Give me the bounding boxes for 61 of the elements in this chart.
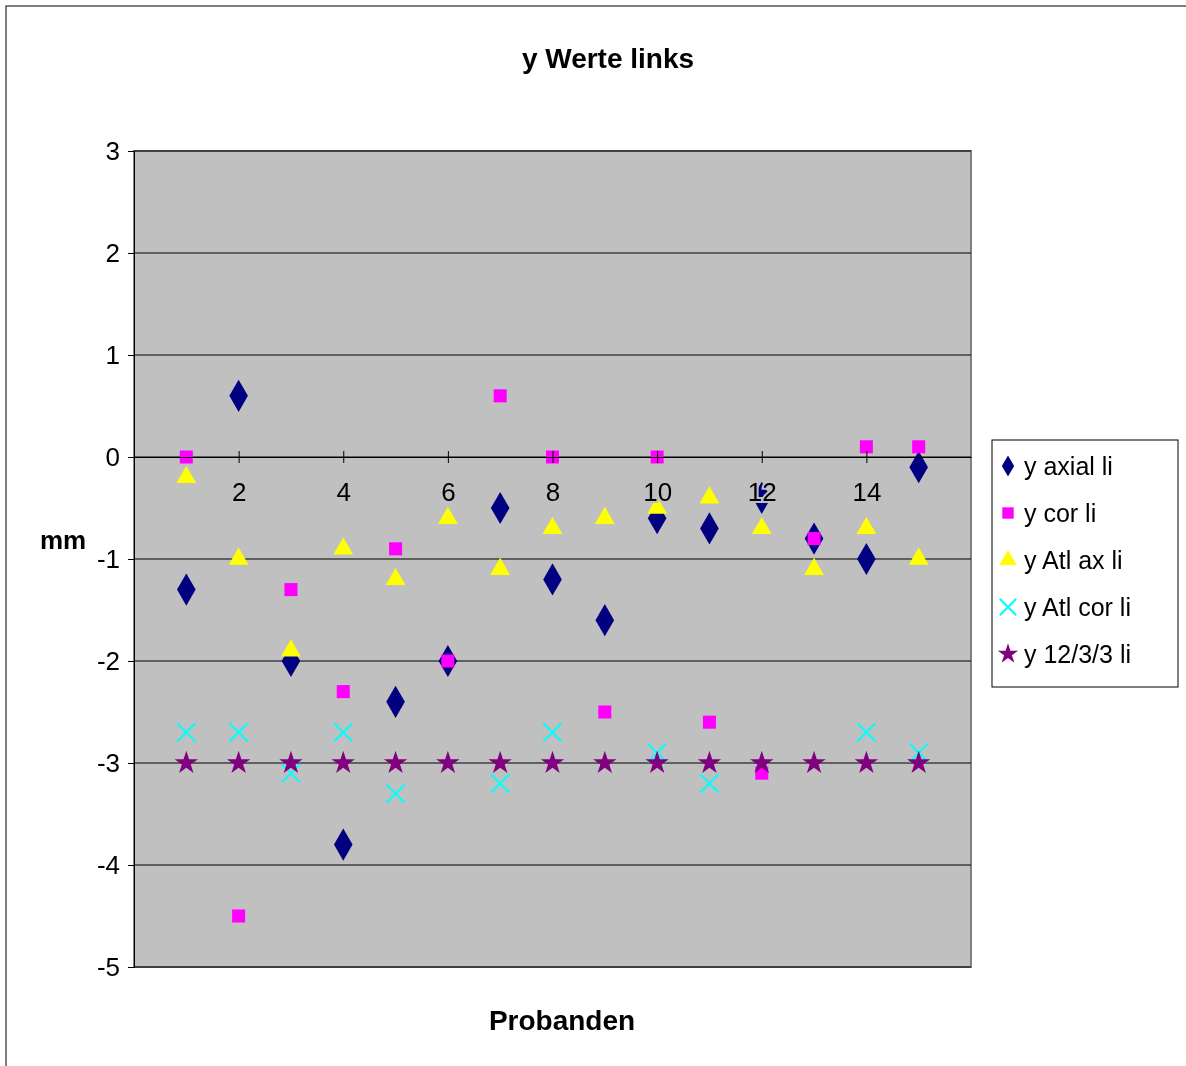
point: [488, 750, 512, 773]
y-tick-label: -3: [96, 747, 120, 778]
legend-label: y Atl cor li: [1024, 593, 1131, 621]
point: [645, 750, 669, 773]
point: [912, 440, 926, 454]
point: [493, 389, 507, 403]
point: [593, 750, 617, 773]
point: [490, 773, 511, 794]
point: [228, 722, 249, 743]
point: [179, 450, 193, 464]
legend-label: y 12/3/3 li: [1024, 640, 1132, 668]
point: [542, 722, 563, 743]
y-axis-title: mm: [40, 525, 87, 555]
x-tick-label: 14: [852, 477, 882, 508]
point: [226, 750, 251, 773]
point: [699, 773, 720, 794]
legend-label: y cor li: [1024, 499, 1097, 527]
point: [333, 722, 354, 743]
x-tick-label: 2: [231, 477, 247, 508]
point: [702, 715, 716, 729]
point: [385, 783, 406, 804]
x-tick-label: 4: [336, 477, 351, 508]
x-tick-label: 10: [643, 477, 673, 508]
x-axis-title: Probanden: [488, 1005, 636, 1036]
point: [232, 909, 246, 923]
y-tick-label: -5: [96, 951, 120, 982]
x-tick-label: 6: [441, 477, 456, 508]
point: [389, 542, 403, 556]
y-tick-label: 2: [105, 237, 120, 268]
legend-label: y Atl ax li: [1024, 546, 1123, 574]
point: [650, 450, 664, 464]
point: [802, 750, 826, 773]
point: [331, 750, 355, 773]
point: [856, 722, 877, 743]
y-tick-label: -1: [96, 543, 120, 574]
point: [545, 450, 560, 464]
point: [436, 750, 460, 773]
point: [906, 750, 931, 773]
legend-label: y axial li: [1024, 452, 1113, 480]
point: [174, 750, 199, 773]
point: [854, 750, 879, 773]
y-tick-label: 1: [105, 339, 120, 370]
y-tick-label: -4: [96, 849, 120, 880]
chart-title: y Werte links: [521, 43, 695, 74]
point: [176, 722, 197, 743]
y-tick-label: -2: [96, 645, 120, 676]
point: [646, 742, 668, 763]
x-tick-label: 8: [545, 477, 561, 508]
point: [284, 583, 298, 597]
point: [280, 763, 302, 784]
y-tick-label: 3: [105, 135, 120, 166]
y-tick-label: 0: [105, 441, 120, 472]
point: [598, 705, 612, 719]
point: [540, 750, 565, 773]
point: [750, 750, 774, 773]
point: [908, 742, 929, 763]
point: [336, 685, 350, 699]
point: [279, 750, 303, 773]
point: [383, 750, 408, 773]
point: [697, 750, 722, 773]
point: [859, 440, 873, 454]
